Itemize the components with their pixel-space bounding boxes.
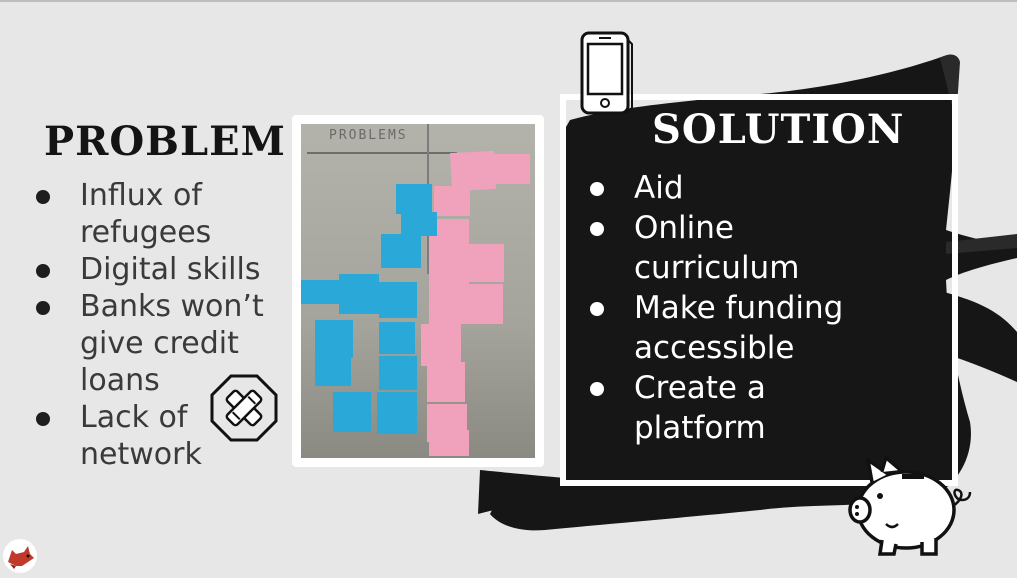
solution-item: Make funding accessible [590, 288, 890, 368]
sticky-note-blue [379, 356, 417, 390]
sticky-note-blue [396, 184, 432, 214]
sticky-note-pink [427, 362, 465, 402]
problem-item: Lack of network [36, 399, 286, 473]
phone-icon [580, 31, 633, 115]
photo-header-text: PROBLEMS [329, 128, 408, 143]
bandage-icon [210, 374, 278, 442]
solution-frame [560, 94, 958, 486]
problem-item: Banks won’t give credit loans [36, 288, 286, 399]
sticky-note-blue [379, 322, 415, 354]
sticky-note-pink [421, 324, 461, 366]
sticky-note-blue [381, 234, 421, 268]
sticky-note-blue [401, 212, 437, 236]
sticky-notes-photo-frame: PROBLEMS [292, 115, 544, 467]
sticky-note-blue [315, 356, 351, 386]
sticky-note-blue [315, 320, 353, 358]
sticky-note-blue [333, 392, 371, 432]
sticky-note-pink [486, 154, 530, 184]
problem-item: Influx of refugees [36, 177, 286, 251]
problem-list: Influx of refugees Digital skills Banks … [36, 177, 286, 473]
sticky-note-pink [434, 186, 470, 216]
sticky-note-blue [339, 274, 379, 314]
sticky-note-pink [463, 284, 503, 324]
solution-list: Aid Online curriculum Make funding acces… [590, 168, 890, 448]
sticky-note-blue [301, 280, 341, 304]
sticky-note-blue [377, 392, 417, 434]
problem-item: Digital skills [36, 251, 286, 288]
sticky-note-pink [429, 430, 469, 456]
solution-heading: SOLUTION [652, 106, 905, 153]
sticky-note-blue [379, 282, 417, 318]
sticky-notes-photo: PROBLEMS [301, 124, 535, 458]
sticky-note-pink [466, 244, 504, 282]
piggy-bank-icon [848, 455, 972, 556]
solution-item: Aid [590, 168, 890, 208]
solution-item: Online curriculum [590, 208, 890, 288]
fox-logo-icon [3, 539, 37, 573]
solution-item: Create a platform [590, 368, 890, 448]
sticky-note-pink [429, 284, 465, 324]
problem-heading: PROBLEM [44, 118, 286, 165]
